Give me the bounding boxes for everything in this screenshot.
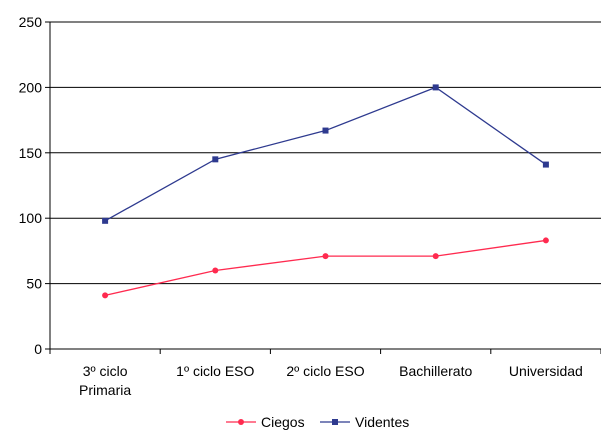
y-tick-label: 100 [19,210,43,226]
y-axis-tick-labels: 0 50 100 150 200 250 [19,14,43,357]
legend-item-videntes: Videntes [320,414,409,430]
data-point-ciegos [102,292,109,299]
y-tick-label: 200 [19,79,43,95]
data-point-ciegos [212,267,219,274]
x-tick-label: Universidad [509,363,583,379]
x-tick-label-line: Bachillerato [399,363,472,379]
data-point-videntes [542,161,549,168]
legend: Ciegos Videntes [226,414,409,430]
legend-marker-ciegos [238,419,244,425]
data-point-ciegos [432,253,439,260]
data-point-videntes [322,127,329,134]
series-line-ciegos [104,239,546,297]
legend-item-ciegos: Ciegos [226,414,305,430]
x-tick-label-line: 1º ciclo ESO [176,363,254,379]
data-point-videntes [102,217,109,224]
gridlines [50,21,601,285]
y-tick-label: 150 [19,145,43,161]
data-point-videntes [212,156,219,163]
legend-label-videntes: Videntes [355,414,409,430]
data-point-ciegos [542,237,549,244]
axes [45,21,601,354]
data-point-ciegos [322,253,329,260]
x-tick-label-line: Universidad [509,363,583,379]
legend-label-ciegos: Ciegos [261,414,305,430]
y-tick-label: 50 [26,276,42,292]
x-tick-label-line: 2º ciclo ESO [286,363,364,379]
x-tick-label: 2º ciclo ESO [286,363,364,379]
x-tick-label-line: 3º ciclo [83,363,128,379]
legend-marker-videntes [332,419,338,425]
series [102,84,549,299]
x-tick-label: 1º ciclo ESO [176,363,254,379]
x-axis-tick-labels: 3º ciclo Primaria 1º ciclo ESO 2º ciclo ESO… [79,363,583,398]
series-ciegos [102,237,549,299]
x-tick-label: Bachillerato [399,363,472,379]
x-tick-label: 3º ciclo Primaria [79,363,131,398]
y-tick-label: 250 [19,14,43,30]
data-point-videntes [432,84,439,91]
x-tick-label-line: Primaria [79,382,131,398]
series-line-videntes [104,86,547,222]
series-videntes [102,84,549,224]
y-tick-label: 0 [34,341,42,357]
